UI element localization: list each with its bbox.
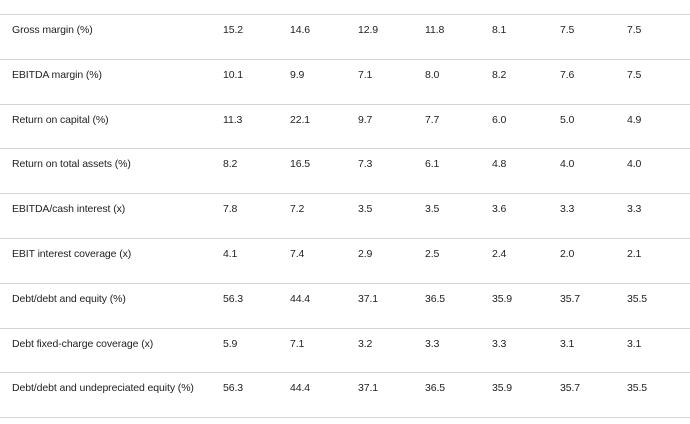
cell-value: 7.5: [560, 24, 575, 36]
cell-value: 3.5: [358, 203, 373, 215]
cell-value: 7.3: [358, 158, 373, 170]
cell-value: 7.7: [425, 114, 440, 126]
row-label: EBITDA/cash interest (x): [12, 203, 126, 215]
row-label: Debt/debt and equity (%): [12, 293, 126, 305]
cell-value: 4.0: [560, 158, 575, 170]
row-divider: [0, 417, 690, 418]
row-divider: [0, 104, 690, 105]
cell-value: 2.4: [492, 248, 507, 260]
row-label: Debt/debt and undepreciated equity (%): [12, 382, 194, 394]
cell-value: 9.7: [358, 114, 373, 126]
cell-value: 35.5: [627, 293, 648, 305]
row-divider: [0, 283, 690, 284]
cell-value: 3.1: [560, 338, 575, 350]
cell-value: 4.8: [492, 158, 507, 170]
cell-value: 16.5: [290, 158, 311, 170]
row-divider: [0, 193, 690, 194]
cell-value: 37.1: [358, 382, 379, 394]
cell-value: 7.1: [290, 338, 305, 350]
cell-value: 44.4: [290, 293, 311, 305]
cell-value: 3.3: [492, 338, 507, 350]
cell-value: 2.1: [627, 248, 642, 260]
cell-value: 8.0: [425, 69, 440, 81]
cell-value: 9.9: [290, 69, 305, 81]
cell-value: 3.5: [425, 203, 440, 215]
cell-value: 2.5: [425, 248, 440, 260]
cell-value: 7.4: [290, 248, 305, 260]
row-divider: [0, 328, 690, 329]
cell-value: 35.7: [560, 382, 581, 394]
row-divider: [0, 238, 690, 239]
cell-value: 6.1: [425, 158, 440, 170]
cell-value: 4.9: [627, 114, 642, 126]
row-label: Return on capital (%): [12, 114, 109, 126]
cell-value: 3.6: [492, 203, 507, 215]
cell-value: 8.1: [492, 24, 507, 36]
row-label: EBIT interest coverage (x): [12, 248, 132, 260]
cell-value: 35.9: [492, 293, 513, 305]
cell-value: 2.0: [560, 248, 575, 260]
cell-value: 7.5: [627, 69, 642, 81]
cell-value: 7.6: [560, 69, 575, 81]
cell-value: 37.1: [358, 293, 379, 305]
row-divider: [0, 14, 690, 15]
cell-value: 2.9: [358, 248, 373, 260]
cell-value: 56.3: [223, 293, 244, 305]
cell-value: 44.4: [290, 382, 311, 394]
row-divider: [0, 148, 690, 149]
cell-value: 56.3: [223, 382, 244, 394]
cell-value: 3.3: [627, 203, 642, 215]
cell-value: 35.9: [492, 382, 513, 394]
cell-value: 7.8: [223, 203, 238, 215]
cell-value: 4.1: [223, 248, 238, 260]
cell-value: 22.1: [290, 114, 311, 126]
cell-value: 11.3: [223, 114, 243, 126]
cell-value: 35.5: [627, 382, 648, 394]
cell-value: 5.0: [560, 114, 575, 126]
cell-value: 7.2: [290, 203, 305, 215]
cell-value: 7.5: [627, 24, 642, 36]
cell-value: 10.1: [223, 69, 244, 81]
cell-value: 36.5: [425, 293, 446, 305]
cell-value: 14.6: [290, 24, 311, 36]
row-divider: [0, 372, 690, 373]
cell-value: 12.9: [358, 24, 379, 36]
cell-value: 15.2: [223, 24, 244, 36]
cell-value: 6.0: [492, 114, 507, 126]
cell-value: 3.3: [560, 203, 575, 215]
cell-value: 8.2: [223, 158, 238, 170]
cell-value: 3.1: [627, 338, 642, 350]
cell-value: 8.2: [492, 69, 507, 81]
cell-value: 3.3: [425, 338, 440, 350]
row-divider: [0, 59, 690, 60]
cell-value: 36.5: [425, 382, 446, 394]
cell-value: 35.7: [560, 293, 581, 305]
cell-value: 11.8: [425, 24, 445, 36]
row-label: EBITDA margin (%): [12, 69, 102, 81]
cell-value: 4.0: [627, 158, 642, 170]
cell-value: 3.2: [358, 338, 373, 350]
cell-value: 7.1: [358, 69, 373, 81]
cell-value: 5.9: [223, 338, 238, 350]
row-label: Debt fixed-charge coverage (x): [12, 338, 154, 350]
row-label: Gross margin (%): [12, 24, 93, 36]
row-label: Return on total assets (%): [12, 158, 131, 170]
